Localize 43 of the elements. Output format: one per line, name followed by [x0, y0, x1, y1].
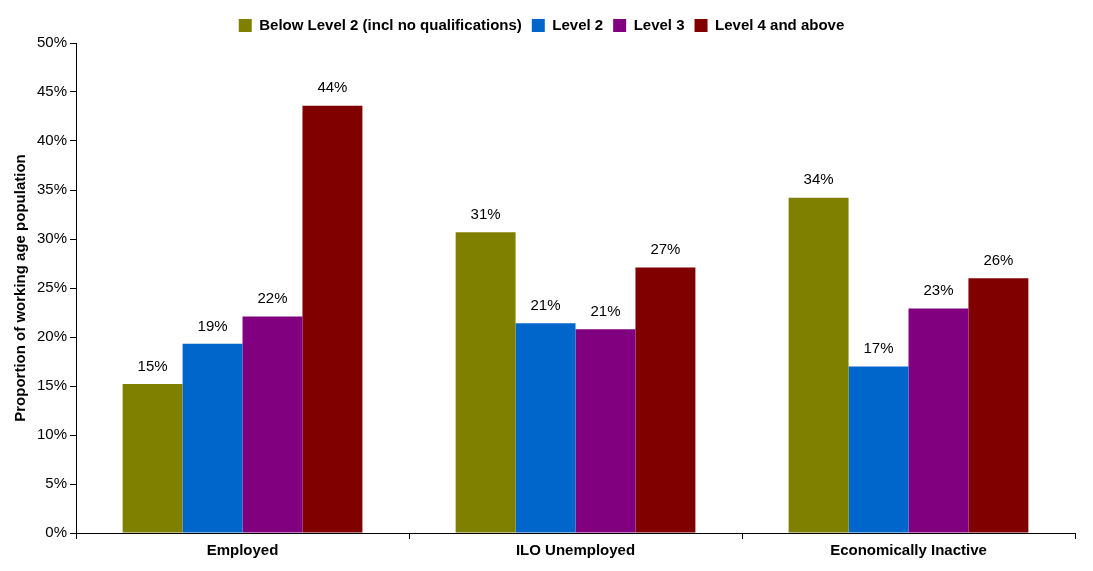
- legend-label: Level 2: [552, 15, 604, 33]
- data-label: 21%: [530, 295, 561, 313]
- legend-label: Below Level 2 (incl no qualifications): [259, 15, 522, 33]
- data-label: 34%: [803, 170, 834, 188]
- x-tick-label: Employed: [206, 541, 279, 559]
- bar: [242, 316, 303, 533]
- y-tick-label: 5%: [45, 474, 68, 492]
- data-label: 21%: [590, 301, 621, 319]
- bar: [515, 323, 576, 533]
- y-tick-label: 45%: [36, 82, 68, 100]
- data-label: 17%: [863, 339, 894, 357]
- bar: [122, 384, 183, 533]
- bar: [575, 329, 636, 533]
- y-tick-label: 0%: [45, 523, 68, 541]
- legend-label: Level 4 and above: [715, 15, 845, 33]
- y-tick-label: 30%: [36, 229, 68, 247]
- data-label: 44%: [317, 78, 348, 96]
- legend-label: Level 3: [633, 15, 685, 33]
- y-tick-label: 20%: [36, 327, 68, 345]
- data-label: 22%: [257, 289, 288, 307]
- data-label: 31%: [470, 204, 501, 222]
- bar: [182, 343, 243, 533]
- x-tick-label: Economically Inactive: [830, 541, 987, 559]
- bar: [908, 308, 969, 533]
- y-tick-label: 40%: [36, 131, 68, 149]
- bar: [848, 366, 909, 533]
- data-label: 19%: [197, 316, 228, 334]
- data-label: 15%: [137, 356, 168, 374]
- bar: [302, 105, 363, 533]
- y-tick-label: 35%: [36, 180, 68, 198]
- y-tick-label: 10%: [36, 425, 68, 443]
- y-axis-title: Proportion of working age population: [11, 154, 29, 422]
- bar: [455, 232, 516, 533]
- data-label: 23%: [923, 281, 954, 299]
- y-tick-label: 25%: [36, 278, 68, 296]
- y-tick-label: 50%: [36, 33, 68, 51]
- data-label: 26%: [983, 250, 1014, 268]
- bar: [635, 267, 696, 533]
- x-tick-label: ILO Unemployed: [515, 541, 636, 559]
- y-tick-label: 15%: [36, 376, 68, 394]
- bar: [788, 197, 849, 533]
- data-label: 27%: [650, 240, 681, 258]
- bar: [968, 278, 1029, 533]
